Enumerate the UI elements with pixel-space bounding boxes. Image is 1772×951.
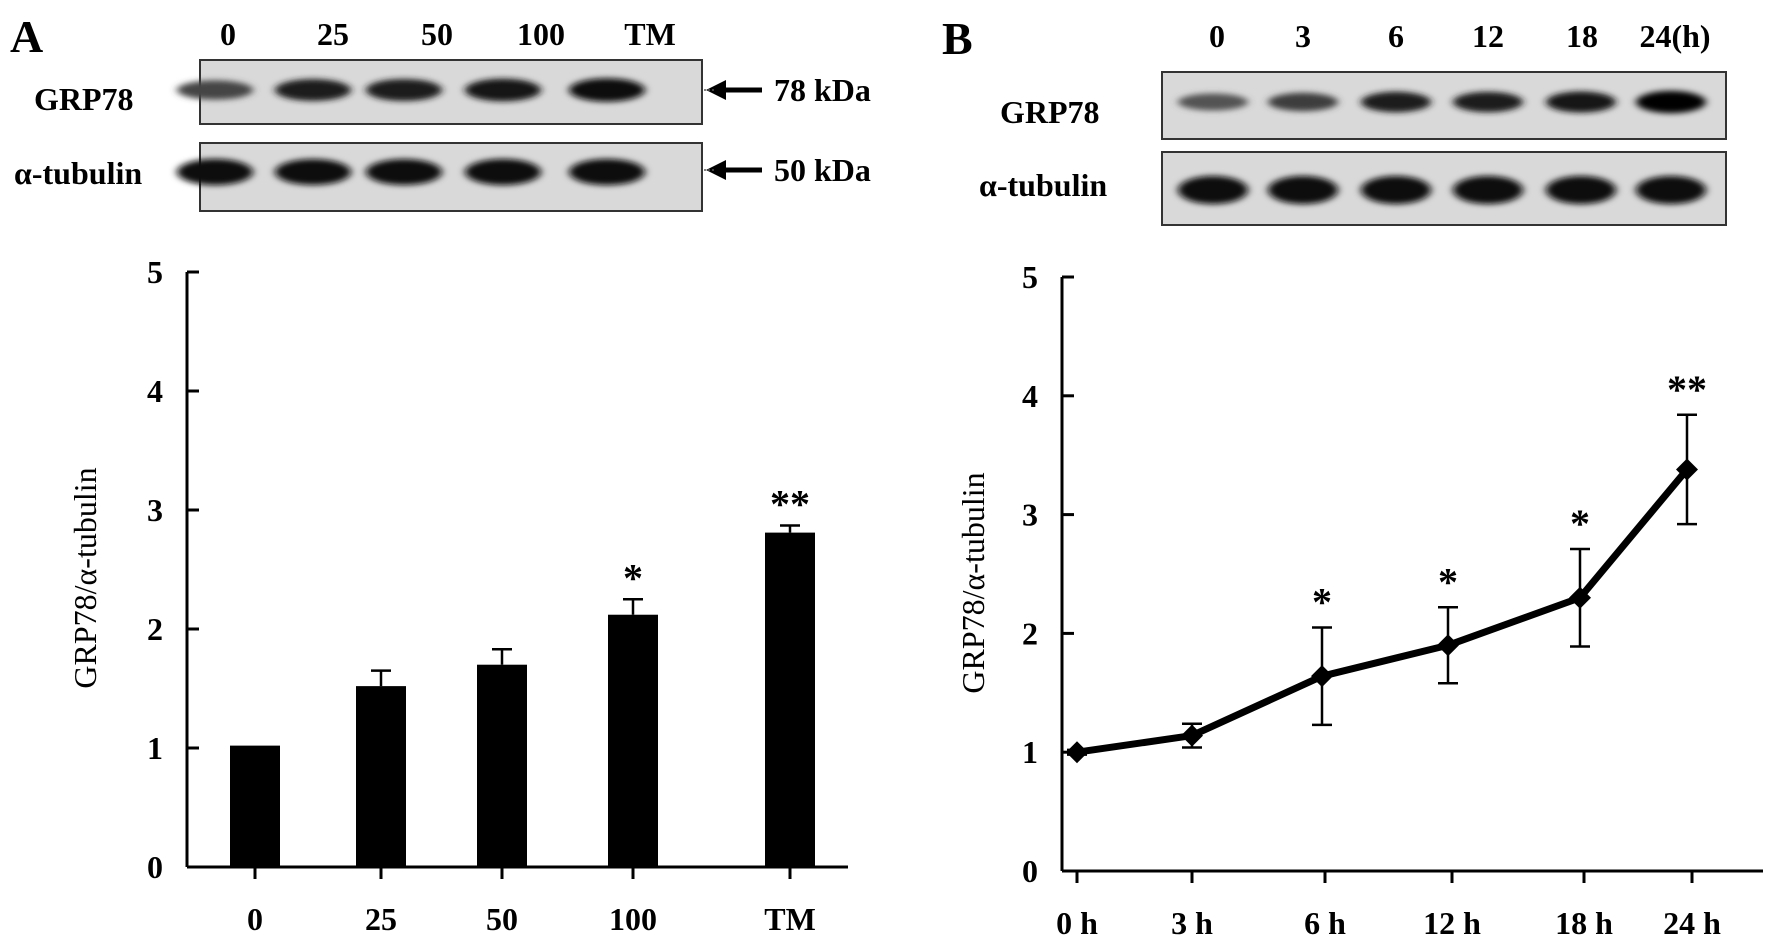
blot-b-lane-label: 24(h) [1639,18,1710,54]
blot-band [1268,175,1338,205]
blot-b-lane-label: 6 [1388,18,1404,54]
blot-band [1178,175,1248,205]
blot-band [569,78,645,102]
blot-b-lane-label: 0 [1209,18,1225,54]
bar [765,532,815,867]
blot-a-lane-label: 50 [421,16,453,52]
blot-b-row-label-tubulin: α-tubulin [979,167,1107,203]
panel-b-lane-labels: 0 3 6 12 18 24(h) [1209,18,1711,54]
blot-band [275,158,351,186]
blot-a-bands [177,78,645,186]
data-point [1437,634,1459,657]
blot-a-lane-label: 0 [220,16,236,52]
y-tick-label: 1 [1022,734,1038,770]
y-tick-label: 0 [1022,853,1038,889]
blot-band [1361,175,1431,205]
blot-a-row-label-grp78: GRP78 [34,81,134,117]
data-point [1676,458,1698,481]
blot-band [275,79,351,101]
y-tick-label: 4 [147,373,163,409]
x-tick-label: 25 [365,901,397,937]
x-tick-label: 50 [486,901,518,937]
y-tick-label: 4 [1022,378,1038,414]
marker-50kda-label: 50 kDa [774,152,871,188]
x-tick-label: 100 [609,901,657,937]
blot-band [1268,92,1338,112]
blot-b-lane-label: 18 [1566,18,1598,54]
significance-marker: * [1312,579,1332,624]
blot-band [1546,175,1616,205]
x-tick-label: 0 [247,901,263,937]
y-tick-label: 2 [147,611,163,647]
blot-a-lane-label: 100 [517,16,565,52]
x-tick-label: 24 h [1663,905,1721,941]
significance-marker: ** [770,481,810,526]
blot-band [1453,91,1523,113]
panel-b-letter: B [942,13,973,64]
blot-band [465,78,541,102]
y-tick-label: 2 [1022,615,1038,651]
bar [608,614,658,867]
chart-a-ylabel: GRP78/α-tubulin [67,467,103,688]
data-point [1569,586,1591,609]
blot-band [366,158,442,186]
data-point [1311,665,1333,688]
panel-a-lane-labels: 0 25 50 100 TM [220,16,676,52]
x-tick-label: TM [764,901,816,937]
y-tick-label: 5 [1022,259,1038,295]
blot-band [569,158,645,186]
y-tick-label: 3 [147,492,163,528]
blot-band [1636,175,1706,205]
blot-a-row-label-tubulin: α-tubulin [14,155,142,191]
blot-band [177,80,253,100]
blot-b-strip-grp78 [1161,71,1727,140]
x-tick-label: 3 h [1171,905,1213,941]
chart-b-ylabel: GRP78/α-tubulin [955,472,991,693]
blot-band [1361,91,1431,113]
x-tick-label: 12 h [1423,905,1481,941]
data-point [1181,724,1203,747]
panel-b: B 0 3 6 12 18 24(h) GRP78 α-tubulin 0123… [942,13,1763,941]
marker-78kda-label: 78 kDa [774,72,871,108]
panel-a: A 0 25 50 100 TM GRP78 α-tubulin 78 kDa … [10,11,871,937]
bar [477,664,527,867]
data-point [1066,741,1088,764]
blot-b-strip-tubulin [1161,151,1727,226]
blot-band [366,78,442,102]
significance-marker: * [1570,501,1590,546]
y-tick-label: 0 [147,849,163,885]
bar [356,686,406,867]
blot-b-lane-label: 12 [1472,18,1504,54]
blot-a-lane-label: 25 [317,16,349,52]
x-tick-label: 0 h [1056,905,1098,941]
blot-band [177,158,253,186]
y-tick-label: 5 [147,254,163,290]
significance-marker: * [623,555,643,600]
series-line [1076,467,1690,756]
panel-a-letter: A [10,11,43,62]
significance-marker: ** [1667,367,1707,412]
blot-b-lane-label: 3 [1295,18,1311,54]
blot-band [1636,90,1706,114]
x-tick-label: 18 h [1555,905,1613,941]
bar [230,745,280,867]
y-tick-label: 1 [147,730,163,766]
blot-band [1453,175,1523,205]
blot-a-lane-label: TM [624,16,676,52]
blot-band [465,158,541,186]
significance-marker: * [1438,559,1458,604]
y-tick-label: 3 [1022,497,1038,533]
blot-band [1178,93,1248,111]
x-tick-label: 6 h [1304,905,1346,941]
blot-band [1546,91,1616,113]
blot-b-row-label-grp78: GRP78 [1000,94,1100,130]
blot-b-bands [1178,90,1706,205]
